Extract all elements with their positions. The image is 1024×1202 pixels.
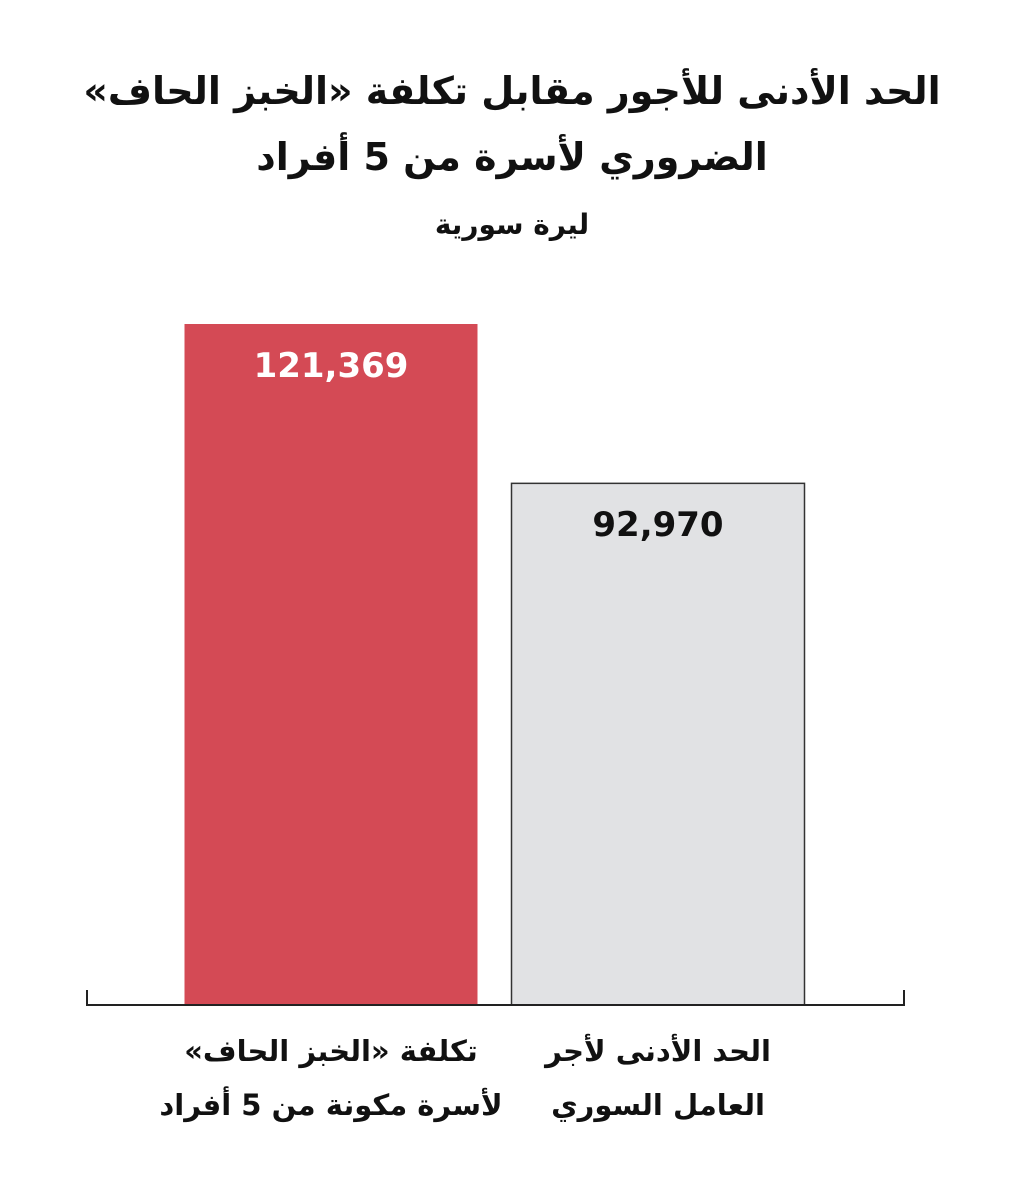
chart-title: الحد الأدنى للأجور مقابل تكلفة «الخبز ال… [83,69,941,179]
bar [184,324,478,1005]
chart-subtitle: ليرة سورية [434,208,590,241]
baseline [86,990,905,1006]
value-label: 92,970 [592,505,724,546]
x-tick-label: تكلفة «الخبز الحاف» لأسرة مكونة من 5 أفر… [159,1034,503,1122]
value-label: 121,369 [253,346,409,386]
x-tick-label: الحد الأدنى لأجر العامل السوري [545,1034,771,1122]
bar [510,482,806,1006]
